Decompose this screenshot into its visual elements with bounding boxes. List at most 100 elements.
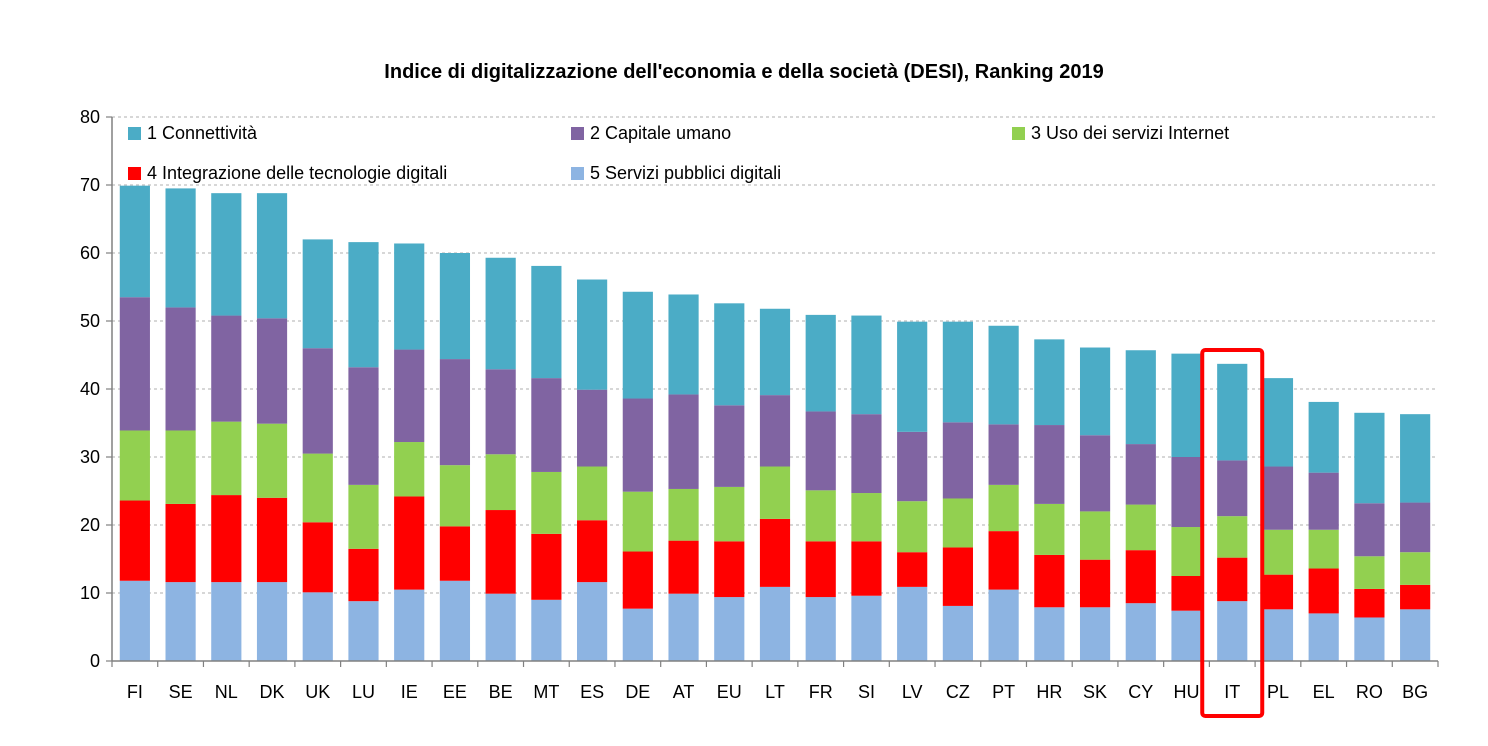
bar-segment-fi-s5: [119, 185, 150, 298]
bar-segment-se-s5: [165, 188, 196, 308]
bar-segment-sk-s4: [1079, 435, 1111, 512]
x-tick-label-be: BE: [489, 682, 513, 702]
axes: [111, 117, 1438, 662]
bar-segment-cy-s3: [1125, 504, 1156, 551]
x-tick-label-se: SE: [169, 682, 193, 702]
bar-segment-be-s1: [485, 593, 516, 661]
bar-segment-el-s3: [1308, 529, 1339, 569]
chart-title: Indice di digitalizzazione dell'economia…: [384, 61, 1103, 83]
bar-segment-bg-s2: [1400, 584, 1431, 610]
bar-segment-hu-s2: [1171, 576, 1202, 611]
bar-segment-lv-s1: [897, 586, 928, 661]
y-tick-label: 60: [80, 243, 100, 263]
bar-segment-bg-s5: [1400, 414, 1431, 503]
x-tick-label-eu: EU: [717, 682, 742, 702]
bar-segment-fr-s5: [805, 314, 836, 412]
bar-segment-it-s4: [1217, 460, 1248, 517]
bars: [119, 185, 1431, 661]
bar-segment-be-s3: [485, 454, 516, 511]
bar-segment-de-s1: [622, 608, 653, 661]
bar-segment-de-s3: [622, 491, 653, 552]
x-tick-label-mt: MT: [533, 682, 559, 702]
x-tick-label-uk: UK: [305, 682, 330, 702]
x-tick-label-el: EL: [1313, 682, 1335, 702]
bar-segment-ee-s1: [439, 580, 471, 661]
bar-segment-eu-s1: [714, 597, 745, 661]
bar-segment-lv-s5: [897, 321, 928, 432]
bar-segment-mt-s3: [531, 471, 562, 534]
bar-segment-el-s5: [1308, 401, 1339, 473]
bar-segment-eu-s4: [714, 405, 745, 487]
bar-segment-es-s2: [577, 520, 608, 583]
bar-segment-pl-s3: [1262, 529, 1294, 575]
bar-segment-se-s3: [165, 430, 196, 504]
legend-item-3: 3 Uso dei servizi Internet: [1012, 123, 1229, 143]
bar-segment-si-s4: [851, 414, 882, 494]
bar-segment-uk-s1: [302, 592, 333, 661]
bar-segment-it-s5: [1217, 363, 1248, 461]
bar-segment-si-s5: [851, 315, 882, 415]
x-tick-label-si: SI: [858, 682, 875, 702]
bar-segment-mt-s2: [531, 533, 562, 600]
bar-segment-pl-s5: [1262, 378, 1294, 467]
bar-segment-bg-s1: [1400, 609, 1431, 661]
bar-segment-bg-s4: [1400, 502, 1431, 553]
x-tick-label-de: DE: [625, 682, 650, 702]
bar-segment-lu-s4: [348, 367, 379, 485]
bar-segment-hr-s1: [1034, 607, 1065, 661]
bar-segment-de-s4: [622, 398, 653, 492]
bar-segment-mt-s4: [531, 378, 562, 472]
bar-segment-hu-s5: [1171, 353, 1202, 457]
x-tick-label-ro: RO: [1356, 682, 1383, 702]
bar-segment-ie-s1: [394, 589, 425, 661]
bar-segment-nl-s3: [211, 421, 242, 496]
y-tick-label: 50: [80, 311, 100, 331]
bar-segment-cy-s1: [1125, 603, 1156, 661]
bar-segment-ee-s3: [439, 465, 471, 527]
bar-segment-sk-s1: [1079, 607, 1111, 661]
bar-segment-nl-s5: [211, 193, 242, 316]
bar-segment-uk-s2: [302, 522, 333, 593]
x-tick-label-ie: IE: [401, 682, 418, 702]
x-tick-label-it: IT: [1224, 682, 1240, 702]
bar-segment-at-s4: [668, 394, 699, 489]
bar-segment-lu-s3: [348, 484, 379, 549]
x-tick-label-bg: BG: [1402, 682, 1428, 702]
bar-segment-at-s2: [668, 540, 699, 594]
bar-segment-at-s5: [668, 294, 699, 395]
bar-segment-mt-s5: [531, 265, 562, 379]
bar-segment-pt-s4: [988, 424, 1019, 485]
bar-segment-nl-s1: [211, 582, 242, 661]
x-tick-label-at: AT: [673, 682, 695, 702]
bar-segment-lu-s2: [348, 548, 379, 602]
bar-segment-es-s4: [577, 389, 608, 467]
x-tick-label-lu: LU: [352, 682, 375, 702]
x-tick-label-dk: DK: [260, 682, 285, 702]
bar-segment-fr-s1: [805, 597, 836, 661]
bar-segment-eu-s5: [714, 303, 745, 406]
bar-segment-el-s4: [1308, 472, 1339, 530]
legend-swatch: [128, 127, 141, 140]
legend-label: 4 Integrazione delle tecnologie digitali: [147, 163, 447, 183]
bar-segment-pt-s1: [988, 589, 1019, 661]
legend-label: 2 Capitale umano: [590, 123, 731, 143]
bar-segment-de-s5: [622, 291, 653, 399]
bar-segment-es-s1: [577, 582, 608, 661]
bar-segment-fi-s4: [119, 297, 150, 431]
bar-segment-hu-s3: [1171, 527, 1202, 576]
bar-segment-cz-s4: [942, 422, 973, 499]
bar-segment-cz-s5: [942, 321, 973, 423]
x-tick-label-es: ES: [580, 682, 604, 702]
legend-swatch: [1012, 127, 1025, 140]
bar-segment-sk-s5: [1079, 347, 1111, 436]
y-tick-label: 40: [80, 379, 100, 399]
bar-segment-hu-s1: [1171, 610, 1202, 661]
legend-label: 3 Uso dei servizi Internet: [1031, 123, 1229, 143]
bar-segment-pl-s2: [1262, 574, 1294, 610]
legend: 1 Connettività 2 Capitale umano 3 Uso dei …: [128, 123, 1229, 183]
legend-label: 5 Servizi pubblici digitali: [590, 163, 781, 183]
bar-segment-lt-s3: [759, 466, 791, 519]
legend-swatch: [571, 167, 584, 180]
bar-segment-cy-s5: [1125, 350, 1156, 445]
